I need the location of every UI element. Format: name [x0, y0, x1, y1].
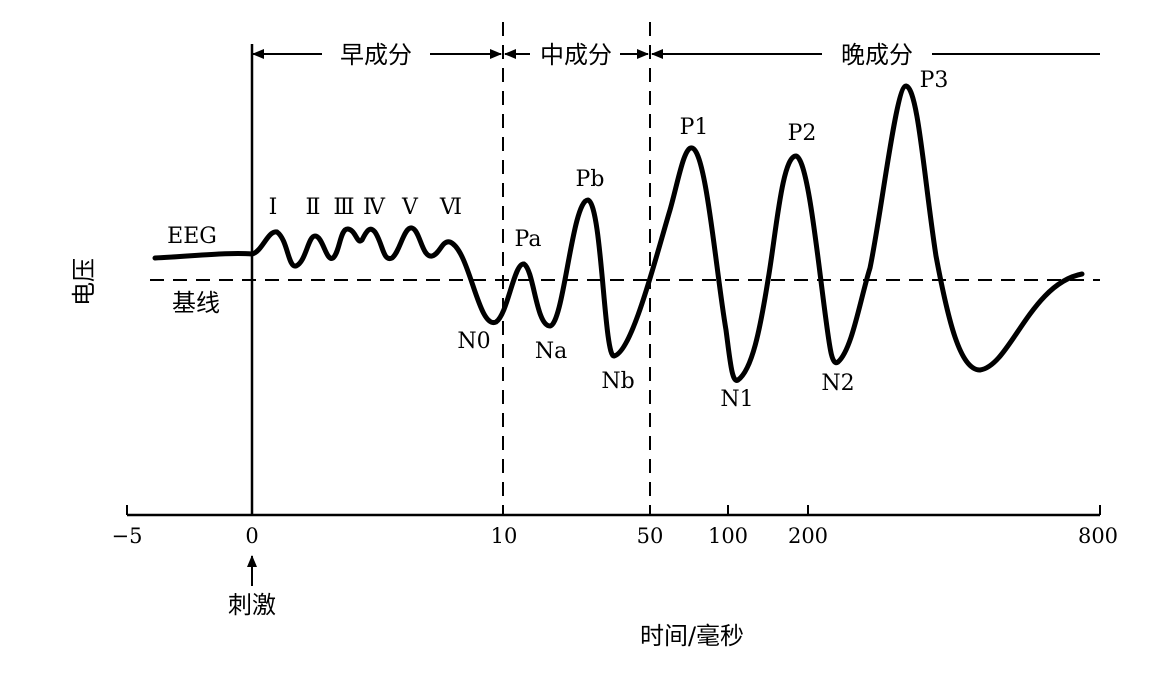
x-axis-label: 时间/毫秒 [640, 622, 744, 650]
wave-label-P3: P3 [920, 68, 949, 93]
wave-label-Na: Na [535, 339, 567, 364]
wave-label-II: Ⅱ [306, 195, 321, 220]
wave-label-Pb: Pb [576, 167, 605, 192]
wave-label-Nb: Nb [601, 369, 634, 394]
tick-label-200: 200 [788, 524, 828, 548]
eeg-label: EEG [167, 224, 217, 249]
wave-label-P2: P2 [788, 121, 817, 146]
wave-label-N1: N1 [720, 387, 753, 412]
tick-label-0: 0 [245, 524, 258, 548]
wave-label-Pa: Pa [515, 227, 542, 252]
wave-label-V: Ⅴ [401, 195, 419, 220]
wave-label-III: Ⅲ [333, 195, 354, 220]
wave-label-N2: N2 [821, 371, 854, 396]
tick-label-100: 100 [708, 524, 748, 548]
tick-label-800: 800 [1078, 524, 1118, 548]
wave-label-VI: Ⅵ [439, 195, 462, 220]
wave-label-I: Ⅰ [269, 195, 278, 220]
tick-label-minus5: −5 [112, 524, 143, 548]
tick-label-50: 50 [637, 524, 664, 548]
stimulus-label: 刺激 [228, 591, 276, 619]
wave-label-P1: P1 [680, 115, 709, 140]
x-axis-ticks [126, 505, 1101, 515]
section-label-early: 早成分 [340, 41, 412, 69]
wave-label-N0: N0 [457, 329, 490, 354]
wave-label-IV: Ⅳ [363, 195, 386, 220]
erp-waveform [152, 83, 1085, 383]
y-axis-label: 电压 [70, 258, 98, 306]
section-label-late: 晚成分 [841, 41, 913, 69]
baseline-label: 基线 [172, 289, 220, 317]
section-label-middle: 中成分 [540, 41, 612, 69]
tick-label-10: 10 [491, 524, 518, 548]
